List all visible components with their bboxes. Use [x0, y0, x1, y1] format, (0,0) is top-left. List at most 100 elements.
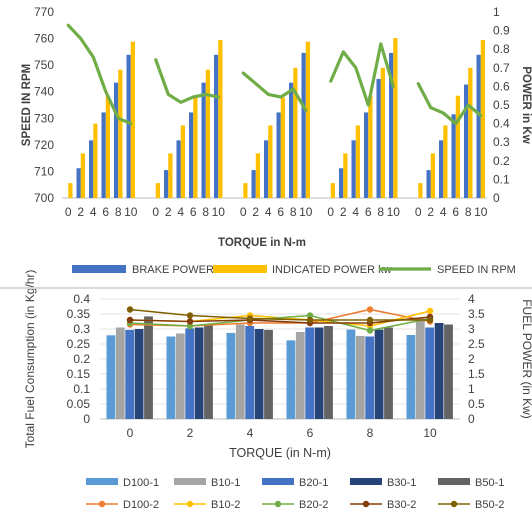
indicated-power-bar [193, 97, 198, 198]
x-tick-label: 8 [202, 205, 209, 219]
bar-b50-1 [384, 327, 393, 419]
legend-label: B10-2 [211, 499, 240, 511]
legend-label: B50-1 [475, 477, 504, 489]
legend-swatch [262, 478, 294, 485]
bar-b10-1 [295, 332, 305, 419]
x-tick-label: 0 [127, 426, 134, 440]
x-tick-label: 4 [265, 205, 272, 219]
brake-power-bar [76, 168, 81, 198]
legend-swatch [174, 478, 206, 485]
x-tick-label: 8 [290, 205, 297, 219]
right-tick-label: 1 [493, 5, 500, 19]
legend-label: INDICATED POWER kw [272, 264, 392, 276]
marker-b20-2 [366, 327, 374, 334]
bar-d100-1 [106, 335, 116, 419]
x-tick-label: 2 [165, 205, 172, 219]
indicated-power-bar [480, 39, 485, 199]
indicated-power-bar [468, 67, 473, 198]
indicated-power-bar [455, 95, 460, 198]
indicated-power-bar [293, 67, 298, 198]
brake-power-bar [301, 52, 306, 198]
right-tick-label: 4 [468, 292, 475, 306]
marker-b30-2 [186, 318, 194, 325]
indicated-power-bar [343, 153, 348, 198]
bar-b30-1 [374, 329, 384, 419]
brake-power-bar [89, 140, 94, 198]
x-tick-label: 10 [212, 205, 226, 219]
x-tick-label: 10 [387, 205, 401, 219]
legend-marker [98, 500, 106, 508]
brake-power-bar [276, 112, 281, 198]
indicated-power-bar [168, 153, 173, 198]
legend-label: BRAKE POWER kw [132, 264, 230, 276]
marker-b10-2 [426, 307, 434, 315]
indicated-power-bar [368, 95, 373, 198]
brake-power-bar [201, 82, 206, 198]
x-tick-label: 4 [352, 205, 359, 219]
line-b20-2 [129, 314, 431, 332]
indicated-power-bar [255, 153, 260, 198]
left-tick-label: 0.4 [73, 292, 90, 306]
speed-line [66, 23, 133, 126]
legend-label: B20-2 [299, 499, 328, 511]
x-tick-label: 8 [367, 426, 374, 440]
x-tick-label: 6 [102, 205, 109, 219]
legend-swatch-indicated [213, 265, 267, 273]
right-tick-label: 0.6 [493, 79, 510, 93]
right-tick-label: 0.9 [493, 24, 510, 38]
brake-power-bar [101, 112, 106, 198]
speed-line [241, 71, 308, 112]
right-tick-label: 0.5 [468, 397, 485, 411]
legend-label: B10-1 [211, 477, 240, 489]
x-tick-label: 0 [65, 205, 72, 219]
bar-b50-1 [444, 324, 453, 419]
left-axis-title: SPEED IN RPM [21, 64, 33, 146]
bar-d100-1 [406, 335, 416, 419]
right-tick-label: 0.5 [493, 98, 510, 112]
bar-d100-1 [346, 329, 356, 419]
legend-label: D100-1 [123, 477, 159, 489]
indicated-power-bar [243, 183, 248, 198]
left-tick-label: 760 [34, 32, 54, 46]
bar-d100-1 [286, 340, 296, 419]
marker-b30-2 [126, 316, 134, 324]
x-tick-label: 6 [277, 205, 284, 219]
marker-b50-2 [246, 315, 254, 322]
legend-swatch-brake [72, 265, 126, 273]
bar-d100-1 [226, 332, 236, 419]
left-tick-label: 710 [34, 164, 54, 178]
right-tick-label: 0 [468, 412, 475, 426]
bar-b50-1 [204, 324, 213, 419]
x-tick-label: 0 [327, 205, 334, 219]
brake-power-bar [464, 84, 469, 198]
line-b50-2 [129, 308, 430, 321]
x-tick-label: 0 [240, 205, 247, 219]
indicated-power-bar [280, 97, 285, 198]
left-tick-label: 0.1 [73, 382, 90, 396]
x-tick-label: 0 [152, 205, 159, 219]
left-tick-label: 0.3 [73, 322, 90, 336]
x-tick-label: 4 [90, 205, 97, 219]
indicated-power-bar [430, 153, 435, 198]
x-tick-label: 2 [340, 205, 347, 219]
right-axis-title: FUEL POWER (in Kw) [520, 299, 532, 419]
x-axis-title: TORQUE in N-m [218, 237, 306, 249]
brake-power-bar [364, 112, 369, 198]
right-tick-label: 3 [468, 322, 475, 336]
indicated-power-bar [355, 125, 360, 198]
brake-power-bar [426, 170, 431, 198]
left-tick-label: 770 [34, 5, 54, 19]
x-tick-label: 8 [377, 205, 384, 219]
left-tick-label: 0.2 [73, 352, 90, 366]
legend-swatch [350, 478, 382, 485]
bar-b30-1 [314, 327, 324, 419]
brake-power-bar [164, 170, 169, 198]
brake-power-bar [176, 140, 181, 198]
legend-label: B30-1 [387, 477, 416, 489]
brake-power-bar [289, 82, 294, 198]
legend-marker [362, 500, 370, 508]
legend-marker [186, 500, 194, 508]
indicated-power-bar [305, 41, 310, 199]
marker-b50-2 [306, 316, 314, 324]
marker-b50-2 [426, 316, 434, 324]
